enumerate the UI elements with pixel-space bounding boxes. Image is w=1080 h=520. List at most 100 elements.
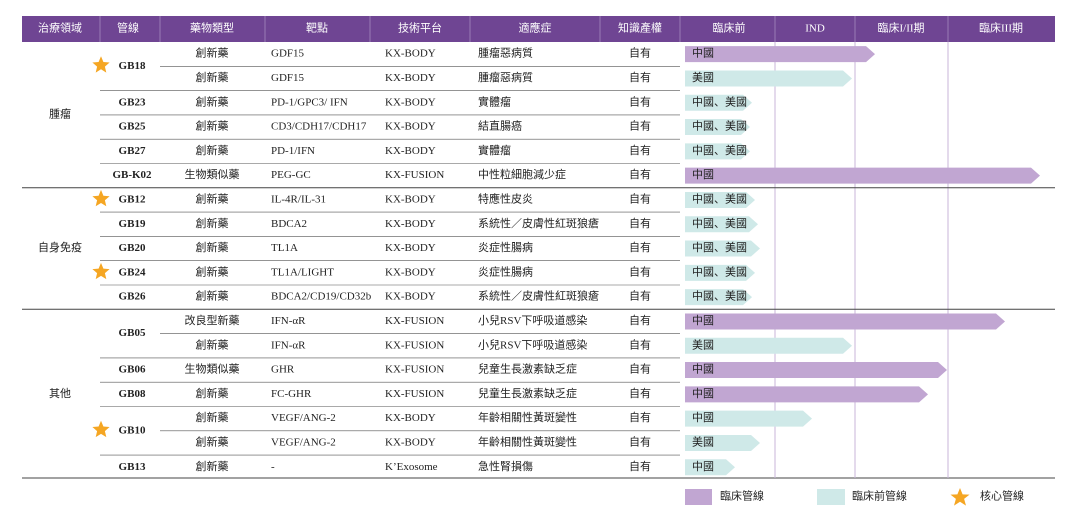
target: BDCA2: [271, 218, 307, 230]
indication: 小兒RSV下呼吸道感染: [478, 337, 587, 351]
ip: 自有: [629, 434, 651, 448]
ip: 自有: [629, 143, 651, 157]
drug-type: 創新藥: [196, 386, 229, 400]
region: 中國、美國: [692, 241, 747, 254]
region: 中國: [692, 47, 714, 60]
progress-bar: [685, 289, 752, 306]
ip: 自有: [629, 313, 651, 327]
target: PD-1/IFN: [271, 145, 315, 157]
platform: KX-BODY: [385, 291, 436, 303]
pipeline-name: GB10: [119, 424, 146, 436]
ip: 自有: [629, 240, 651, 254]
indication: 腫瘤惡病質: [478, 46, 533, 60]
target: GDF15: [271, 72, 305, 84]
column-header: 靶點: [306, 22, 328, 35]
core-star: [92, 420, 110, 438]
indication: 特應性皮炎: [478, 191, 533, 205]
drug-type: 創新藥: [196, 94, 229, 108]
therapeutic-area: 自身免疫: [38, 240, 82, 254]
indication: 年齡相關性黃斑變性: [478, 434, 577, 448]
column-header: 治療領域: [38, 21, 82, 35]
ip: 自有: [629, 70, 651, 84]
progress-bar: [685, 94, 752, 111]
column-header: 藥物類型: [190, 21, 234, 35]
indication: 腫瘤惡病質: [478, 70, 533, 84]
indication: 急性腎損傷: [478, 459, 533, 473]
platform: KX-BODY: [385, 145, 436, 157]
progress-bar: [685, 264, 755, 281]
target: IFN-αR: [271, 339, 306, 351]
drug-type: 創新藥: [196, 410, 229, 424]
progress-bar: [685, 191, 755, 208]
legend-star: [950, 488, 970, 506]
platform: KX-BODY: [385, 96, 436, 108]
pipeline-name: GB27: [119, 145, 146, 157]
target: TL1A: [271, 242, 298, 254]
indication: 實體瘤: [478, 143, 511, 157]
ip: 自有: [629, 94, 651, 108]
region: 中國、美國: [692, 120, 747, 133]
platform: KX-BODY: [385, 193, 436, 205]
target: TL1A/LIGHT: [271, 266, 334, 278]
target: BDCA2/CD19/CD32b: [271, 291, 372, 303]
platform: KX-BODY: [385, 266, 436, 278]
column-header: 技術平台: [398, 21, 442, 35]
indication: 兒童生長激素缺乏症: [478, 362, 577, 376]
progress-bar: [685, 459, 735, 476]
region: 中國、美國: [692, 265, 747, 278]
legend-label: 臨床前管線: [852, 489, 907, 503]
region: 中國: [692, 168, 714, 181]
therapeutic-area: 腫瘤: [49, 106, 71, 120]
platform: KX-FUSION: [385, 169, 444, 181]
pipeline-name: GB18: [119, 60, 146, 72]
progress-bar: [685, 46, 875, 63]
ip: 自有: [629, 167, 651, 181]
platform: KX-BODY: [385, 242, 436, 254]
pipeline-name: GB19: [119, 218, 146, 230]
drug-type: 生物類似藥: [185, 167, 240, 181]
core-star: [92, 262, 110, 280]
drug-type: 改良型新藥: [185, 313, 240, 327]
platform: KX-BODY: [385, 412, 436, 424]
target: VEGF/ANG-2: [271, 436, 336, 448]
ip: 自有: [629, 46, 651, 60]
target: GDF15: [271, 48, 305, 60]
target: IL-4R/IL-31: [271, 193, 326, 205]
progress-bar: [685, 337, 852, 354]
indication: 小兒RSV下呼吸道感染: [478, 313, 587, 327]
platform: KX-BODY: [385, 48, 436, 60]
ip: 自有: [629, 264, 651, 278]
indication: 中性粒細胞減少症: [478, 167, 566, 181]
region: 中國、美國: [692, 95, 747, 108]
region: 中國、美國: [692, 192, 747, 205]
drug-type: 創新藥: [196, 119, 229, 133]
region: 中國: [692, 411, 714, 424]
pipeline-name: GB24: [119, 266, 146, 278]
platform: KX-BODY: [385, 72, 436, 84]
drug-type: 創新藥: [196, 216, 229, 230]
pipeline-name: GB-K02: [112, 169, 152, 181]
progress-bar: [685, 386, 928, 403]
drug-type: 創新藥: [196, 46, 229, 60]
ip: 自有: [629, 191, 651, 205]
indication: 結直腸癌: [478, 119, 522, 133]
indication: 兒童生長激素缺乏症: [478, 386, 577, 400]
therapeutic-area: 其他: [49, 387, 71, 400]
progress-bar: [685, 143, 750, 160]
drug-type: 創新藥: [196, 289, 229, 303]
indication: 炎症性腸病: [478, 240, 533, 254]
legend-clinical-swatch: [685, 489, 712, 505]
target: VEGF/ANG-2: [271, 412, 336, 424]
indication: 系統性／皮膚性紅斑狼瘡: [478, 216, 599, 230]
column-header: IND: [805, 23, 825, 35]
drug-type: 創新藥: [196, 264, 229, 278]
ip: 自有: [629, 386, 651, 400]
pipeline-name: GB13: [119, 461, 146, 473]
indication: 系統性／皮膚性紅斑狼瘡: [478, 289, 599, 303]
region: 中國: [692, 460, 714, 473]
core-star: [92, 56, 110, 73]
column-header: 臨床I/II期: [877, 21, 924, 35]
column-header: 臨床III期: [979, 21, 1023, 35]
